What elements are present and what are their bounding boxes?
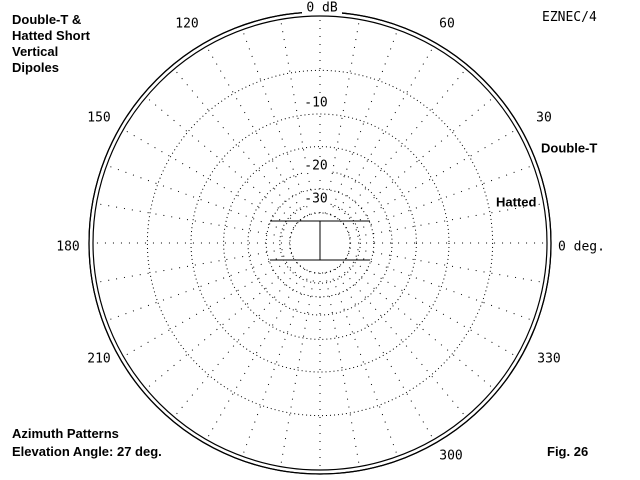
angle-gridline: [342, 261, 495, 390]
title-line-3: Vertical: [12, 44, 59, 59]
angle-gridline: [342, 96, 495, 225]
angle-label: 30: [536, 111, 552, 126]
series-trace-hatted: [92, 15, 548, 471]
angle-gridline: [345, 257, 517, 357]
angle-gridline: [145, 96, 298, 225]
angle-gridline: [338, 265, 467, 418]
title-line-2: Hatted Short: [12, 28, 90, 43]
angle-gridline: [96, 247, 291, 283]
angle-label: 0 deg.: [558, 240, 605, 255]
angle-label: 60: [439, 17, 455, 32]
angle-gridline: [280, 19, 316, 214]
angle-gridline: [206, 46, 306, 218]
angle-gridline: [329, 271, 399, 457]
angle-gridline: [173, 68, 302, 221]
ring-gridline: [223, 146, 417, 340]
series-label: Double-T: [541, 140, 597, 155]
angle-gridline: [329, 29, 399, 215]
radial-label-bg: [302, 192, 330, 206]
radial-label: -10: [304, 96, 327, 111]
radial-label-bg: [302, 0, 342, 14]
angle-gridline: [349, 203, 544, 239]
angle-gridline: [338, 68, 467, 221]
angle-gridline: [280, 272, 316, 467]
angle-gridline: [324, 19, 360, 214]
radial-label-bg: [302, 159, 330, 173]
angle-label: 210: [87, 352, 110, 367]
radial-label: 0 dB: [306, 1, 337, 16]
ring-gridline: [247, 170, 393, 316]
angle-label: 300: [439, 449, 462, 464]
angle-gridline: [334, 268, 434, 440]
angle-gridline: [173, 265, 302, 418]
angle-gridline: [348, 252, 534, 322]
pattern-type-label: Azimuth Patterns: [12, 426, 119, 441]
angle-label: 330: [537, 352, 560, 367]
angle-gridline: [349, 247, 544, 283]
angle-gridline: [241, 29, 311, 215]
radial-label-bg: [302, 96, 330, 110]
angle-label: 150: [87, 111, 110, 126]
angle-gridline: [241, 271, 311, 457]
program-label: EZNEC/4: [542, 10, 597, 25]
angle-gridline: [96, 203, 291, 239]
angle-label: 120: [175, 17, 198, 32]
elevation-angle-label: Elevation Angle: 27 deg.: [12, 444, 162, 459]
radial-label: -30: [304, 192, 327, 207]
title-line-4: Dipoles: [12, 60, 59, 75]
angle-gridline: [206, 268, 306, 440]
angle-gridline: [145, 261, 298, 390]
chart-title-block: Double-T & Hatted Short Vertical Dipoles: [12, 12, 90, 76]
angle-gridline: [123, 257, 295, 357]
ring-gridline: [190, 113, 450, 373]
radial-label: -20: [304, 159, 327, 174]
angle-gridline: [324, 272, 360, 467]
angle-gridline: [106, 164, 292, 234]
ring-gridline: [279, 202, 361, 284]
ring-gridline: [146, 69, 494, 417]
angle-gridline: [345, 129, 517, 229]
ring-gridline: [265, 188, 375, 298]
series-label: Hatted: [496, 194, 537, 209]
angle-gridline: [106, 252, 292, 322]
title-line-1: Double-T &: [12, 12, 82, 27]
angle-label: 180: [56, 240, 79, 255]
figure-number-label: Fig. 26: [547, 444, 589, 459]
angle-gridline: [334, 46, 434, 218]
angle-gridline: [348, 164, 534, 234]
angle-gridline: [123, 129, 295, 229]
